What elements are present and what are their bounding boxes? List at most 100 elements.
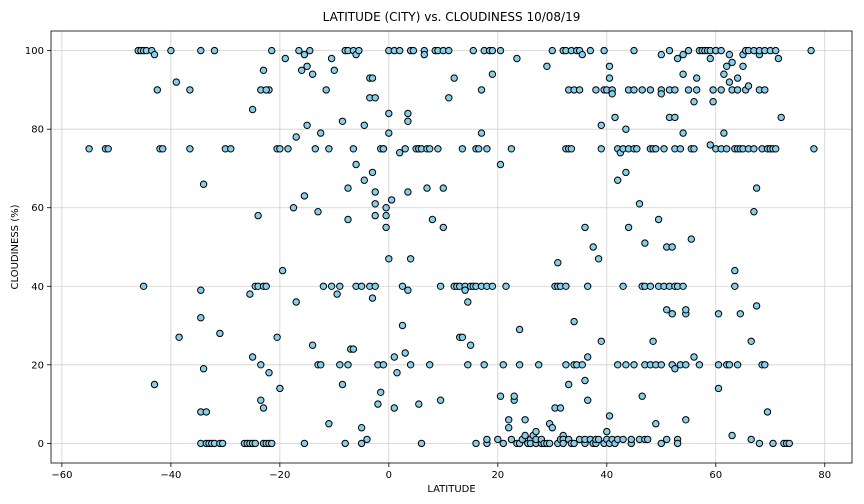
- scatter-point: [548, 424, 556, 432]
- scatter-point: [458, 333, 467, 341]
- scatter-point: [575, 86, 584, 94]
- scatter-point: [150, 380, 159, 389]
- scatter-point: [682, 306, 690, 314]
- scatter-point: [139, 282, 148, 290]
- scatter-point: [374, 400, 382, 408]
- scatter-point: [769, 439, 777, 448]
- scatter-point: [251, 439, 260, 448]
- scatter-point: [717, 46, 725, 55]
- scatter-point: [513, 54, 521, 63]
- scatter-point: [417, 439, 426, 448]
- scatter-point: [349, 345, 358, 353]
- scatter-point: [150, 50, 159, 59]
- scatter-point: [377, 388, 385, 396]
- scatter-point: [352, 160, 360, 169]
- scatter-point: [556, 404, 565, 412]
- scatter-point: [673, 439, 682, 448]
- scatter-point: [589, 243, 597, 251]
- scatter-point: [159, 145, 167, 153]
- scatter-point: [199, 180, 208, 188]
- scatter-point: [690, 353, 698, 361]
- scatter-point: [603, 427, 611, 436]
- scatter-point: [630, 361, 638, 369]
- scatter-point: [404, 286, 412, 294]
- scatter-point: [292, 298, 300, 306]
- scatter-point: [268, 46, 276, 55]
- scatter-point: [499, 361, 507, 369]
- scatter-point: [338, 117, 347, 126]
- scatter-point: [679, 129, 687, 137]
- scatter-point: [382, 223, 390, 232]
- scatter-point: [186, 145, 194, 153]
- scatter-point: [344, 215, 352, 224]
- scatter-point: [654, 215, 663, 224]
- scatter-point: [630, 46, 638, 55]
- scatter-point: [605, 412, 614, 420]
- scatter-point: [584, 353, 592, 361]
- y-tick-label: 100: [25, 46, 44, 57]
- scatter-point: [371, 211, 379, 220]
- x-tick-label: 20: [491, 470, 504, 481]
- scatter-point: [646, 86, 655, 94]
- scatter-point: [505, 416, 513, 424]
- scatter-point: [464, 298, 472, 306]
- scatter-point: [319, 282, 328, 290]
- scatter-point: [371, 188, 379, 196]
- scatter-point: [483, 145, 491, 153]
- scatter-point: [567, 145, 576, 153]
- scatter-point: [393, 369, 401, 377]
- scatter-point: [679, 282, 687, 290]
- scatter-point: [257, 361, 265, 369]
- scatter-point: [578, 361, 586, 369]
- scatter-point: [445, 46, 453, 55]
- scatter-point: [714, 361, 723, 369]
- scatter-point: [461, 286, 469, 294]
- scatter-point: [668, 310, 676, 318]
- scatter-point: [406, 361, 415, 369]
- scatter-point: [545, 439, 554, 448]
- scatter-point: [635, 200, 644, 208]
- scatter-point: [581, 376, 589, 385]
- scatter-point: [401, 145, 409, 153]
- scatter-point: [641, 239, 649, 247]
- scatter-point: [690, 98, 698, 106]
- scatter-point: [505, 424, 513, 432]
- scatter-point: [723, 62, 731, 71]
- scatter-point: [327, 282, 336, 290]
- scatter-point: [619, 282, 627, 290]
- scatter-point: [387, 196, 396, 204]
- scatter-point: [227, 145, 235, 153]
- y-axis-label: CLOUDINESS (%): [10, 204, 21, 289]
- scatter-point: [785, 439, 793, 448]
- scatter-point: [300, 50, 309, 59]
- scatter-point: [363, 435, 371, 444]
- scatter-point: [308, 70, 317, 78]
- scatter-point: [679, 70, 687, 78]
- scatter-point: [436, 396, 445, 404]
- scatter-point: [752, 302, 761, 310]
- scatter-point: [682, 416, 690, 424]
- scatter-point: [426, 361, 434, 369]
- scatter-point: [657, 439, 665, 448]
- scatter-point: [333, 290, 341, 298]
- scatter-point: [515, 361, 524, 369]
- scatter-point: [597, 145, 605, 153]
- scatter-point: [248, 105, 257, 114]
- scatter-point: [676, 145, 685, 153]
- scatter-point: [385, 129, 393, 137]
- scatter-point: [665, 46, 674, 55]
- scatter-point: [562, 361, 570, 369]
- scatter-point: [322, 86, 330, 94]
- scatter-point: [390, 353, 398, 361]
- scatter-point: [172, 78, 181, 86]
- scatter-point: [385, 109, 393, 118]
- scatter-point: [325, 420, 333, 428]
- scatter-point: [723, 145, 731, 153]
- scatter-point: [657, 50, 665, 59]
- data-points: [85, 46, 818, 448]
- scatter-point: [810, 145, 818, 153]
- scatter-point: [210, 46, 219, 55]
- scatter-point: [355, 46, 363, 55]
- scatter-point: [597, 337, 605, 345]
- scatter-point: [281, 54, 289, 63]
